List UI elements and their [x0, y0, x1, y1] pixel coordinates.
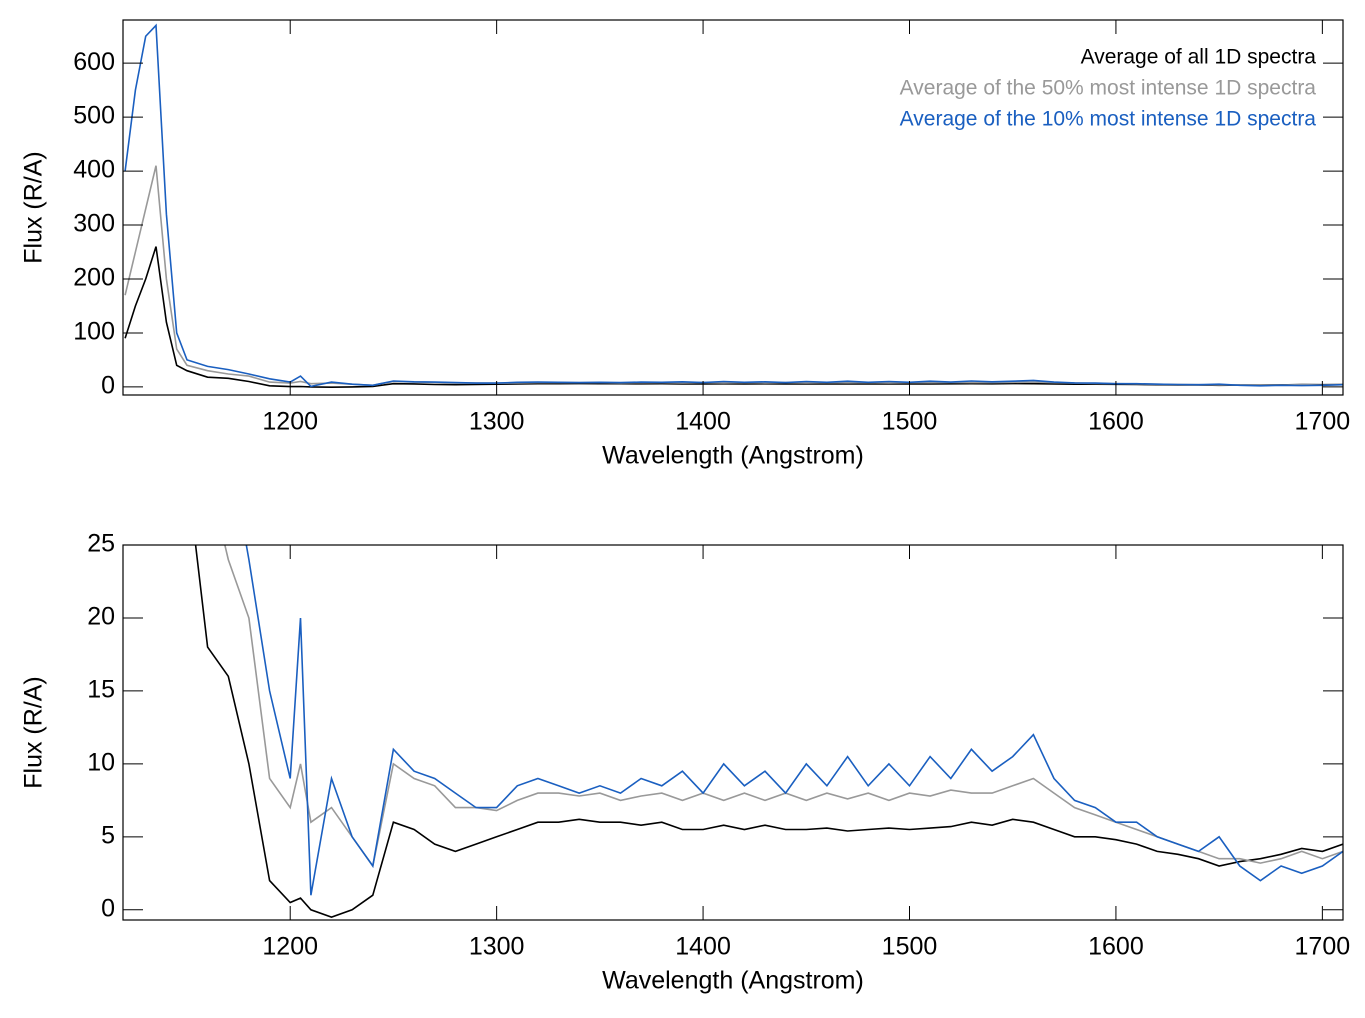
panel: 1200 1300 1400 1500 1600 1700 0 100 200 300 400 500… [20, 19, 1351, 470]
y-tick-label: 0 [101, 894, 115, 922]
spectrum-line [194, 545, 1343, 918]
x-axis-label: Wavelength (Angstrom) [602, 442, 864, 470]
y-tick-label: 200 [73, 264, 115, 292]
plot-area [124, 23, 1343, 389]
y-tick-label: 25 [87, 530, 115, 558]
x-tick-label: 1400 [675, 408, 731, 436]
y-axis-label: Flux (R/A) [20, 676, 48, 789]
axes-frame [122, 544, 1344, 921]
spectrum-line [224, 545, 1343, 868]
panel: 1200 1300 1400 1500 1600 1700 0 5 10 15 20 25 Wavele… [20, 530, 1351, 995]
legend-entry: Average of all 1D spectra [1081, 46, 1317, 69]
y-axis-label: Flux (R/A) [20, 151, 48, 264]
spectrum-line [124, 165, 1343, 387]
x-tick-label: 1600 [1088, 933, 1144, 961]
y-tick-label: 20 [87, 603, 115, 631]
spectrum-line [124, 23, 1343, 388]
y-tick-label: 100 [73, 318, 115, 346]
y-tick-label: 400 [73, 156, 115, 184]
x-tick-label: 1200 [262, 933, 318, 961]
y-tick-label: 5 [101, 821, 115, 849]
x-tick-label: 1400 [675, 933, 731, 961]
x-tick-label: 1200 [262, 408, 318, 436]
y-tick-label: 10 [87, 748, 115, 776]
y-tick-label: 0 [101, 372, 115, 400]
y-tick-label: 15 [87, 676, 115, 704]
x-tick-label: 1500 [882, 933, 938, 961]
spectrum-line [124, 246, 1343, 389]
x-tick-label: 1300 [469, 933, 525, 961]
y-tick-label: 600 [73, 48, 115, 76]
x-tick-label: 1600 [1088, 408, 1144, 436]
x-tick-label: 1700 [1295, 933, 1351, 961]
y-tick-label: 500 [73, 102, 115, 130]
x-tick-label: 1700 [1295, 408, 1351, 436]
x-tick-label: 1300 [469, 408, 525, 436]
y-tick-label: 300 [73, 210, 115, 238]
x-axis-label: Wavelength (Angstrom) [602, 967, 864, 995]
spectrum-line [245, 545, 1343, 896]
plot-area [194, 545, 1343, 918]
legend-entry: Average of the 10% most intense 1D spect… [900, 108, 1317, 131]
axes-frame [122, 19, 1344, 396]
x-tick-label: 1500 [882, 408, 938, 436]
legend-entry: Average of the 50% most intense 1D spect… [900, 77, 1317, 100]
